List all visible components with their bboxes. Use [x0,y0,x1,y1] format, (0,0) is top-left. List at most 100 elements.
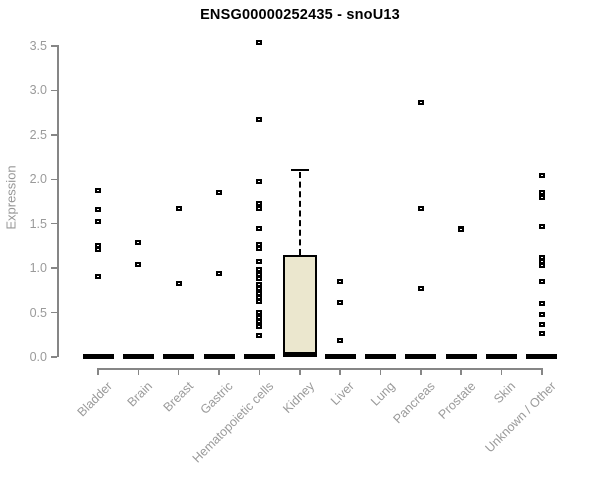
y-tick-label: 2.5 [29,127,47,142]
data-point [256,314,263,320]
x-tick [97,368,99,375]
data-point [538,223,545,229]
data-point [256,290,263,296]
zero-median-bar [365,353,397,359]
data-point [256,267,263,273]
data-point [256,276,263,282]
x-axis-label-text: Unknown / Other [482,379,559,456]
chart-title: ENSG00000252435 - snoU13 [200,7,400,23]
x-axis-label-text: Gastric [198,379,236,417]
y-tick [51,356,57,358]
y-tick [51,89,57,92]
data-point [538,311,545,317]
data-point [256,39,263,45]
zero-median-bar [163,353,195,359]
x-tick [541,368,543,375]
data-point [417,100,424,106]
x-axis-label-text: Prostate [435,379,479,422]
y-tick [51,267,57,269]
y-tick-label: 3.5 [29,39,47,53]
data-point [256,200,263,206]
data-point [95,206,101,212]
x-tick [299,368,301,375]
x-tick [137,368,140,375]
x-axis-label-text: Lung [367,379,398,409]
data-point [538,301,545,307]
data-point [95,246,101,252]
x-tick [218,368,220,375]
whisker-cap [290,168,309,171]
data-point [216,190,223,196]
data-point [256,299,263,305]
data-point [256,324,263,330]
data-point [175,206,182,212]
data-point [95,188,101,194]
x-tick [177,368,180,375]
data-point [256,318,263,324]
zero-median-bar [203,353,235,359]
data-point [256,333,263,339]
y-tick-label: 1.0 [29,261,47,276]
y-tick [51,222,57,225]
zero-median-bar [122,353,154,359]
data-point [538,173,545,179]
data-point [538,195,545,201]
x-axis-label-text: Brain [124,379,156,410]
data-point [337,300,344,306]
y-tick-label: 2.0 [29,172,47,187]
data-point [458,227,465,233]
data-point [417,286,424,292]
data-point [175,280,182,286]
zero-median-bar [324,353,356,359]
data-point [135,239,142,245]
zero-median-bar [282,351,317,357]
data-point [256,271,263,277]
data-point [95,242,101,248]
data-point [256,225,263,231]
y-tick [51,45,57,47]
data-point [256,117,263,123]
data-point [256,286,263,292]
data-point [256,246,263,252]
data-point [256,310,263,316]
y-tick-label: 1.5 [29,216,47,231]
data-point [538,278,545,284]
x-axis-label-text: Skin [491,379,519,407]
zero-median-bar [82,353,114,359]
whisker-line [298,171,301,255]
x-tick [420,368,422,375]
x-axis-label-text: Pancreas [390,379,438,427]
data-point [337,278,344,284]
x-axis-label-text: Hematopoietic cells [189,379,277,466]
data-point [95,273,101,279]
x-tick [339,368,341,375]
zero-median-bar [405,353,437,359]
data-point [135,262,142,268]
zero-median-bar [243,353,275,359]
data-point [538,262,545,268]
zero-median-bar [445,353,477,359]
y-tick-label: 0.0 [29,350,47,364]
data-point [216,270,223,276]
data-point [95,218,101,224]
data-point [538,254,545,260]
box [282,254,317,358]
data-point [538,321,545,327]
x-axis-line [96,368,544,370]
data-point [256,179,263,185]
data-point [256,206,263,212]
x-axis-label-text: Bladder [74,379,115,420]
y-tick [51,178,57,181]
data-point [256,241,263,247]
x-tick [460,368,462,375]
data-point [337,337,344,343]
data-point [256,281,263,287]
y-tick [51,134,57,136]
y-axis-line [57,45,59,357]
zero-median-bar [526,353,558,359]
data-point [256,294,263,300]
x-axis-label-text: Liver [327,379,358,409]
x-tick [258,368,261,375]
data-point [417,206,424,212]
